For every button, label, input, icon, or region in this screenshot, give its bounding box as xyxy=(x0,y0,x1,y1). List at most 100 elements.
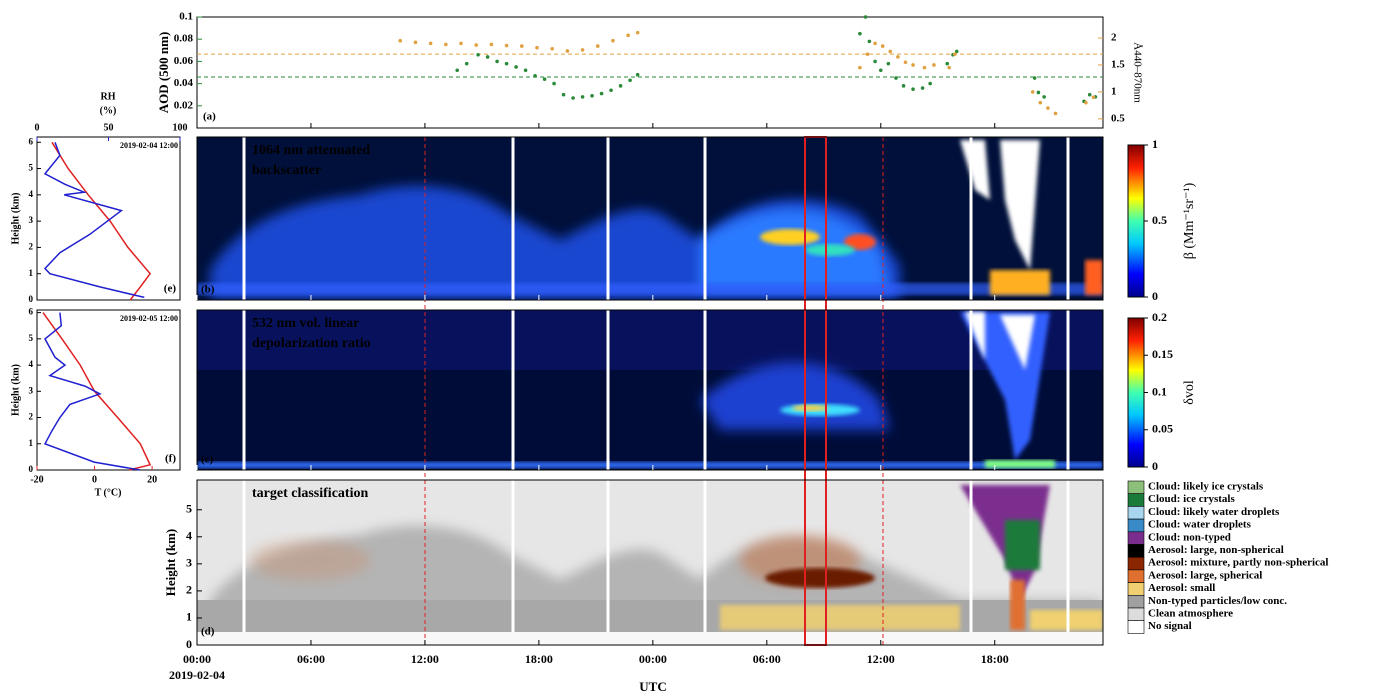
data-point xyxy=(485,55,490,59)
y-tick-label: 0.06 xyxy=(174,55,194,67)
data-point xyxy=(1046,106,1050,110)
data-point xyxy=(920,86,925,90)
y-tick-label: 6 xyxy=(29,307,34,317)
profile-line xyxy=(51,141,152,301)
y-axis-title: AOD (500 nm) xyxy=(156,32,171,114)
legend-label: No signal xyxy=(1148,620,1192,632)
legend-swatch xyxy=(1127,569,1145,583)
legend-swatch xyxy=(1127,582,1145,596)
data-point xyxy=(1036,90,1041,95)
legend-label: Aerosol: large, non-spherical xyxy=(1148,544,1284,556)
data-point xyxy=(550,46,554,51)
x-tick-label: 18:00 xyxy=(981,652,1009,666)
legend-label: Aerosol: mixture, partly non-spherical xyxy=(1148,557,1328,569)
data-point xyxy=(571,96,575,100)
y-tick-label: 4 xyxy=(29,189,34,199)
y-tick-label: 0.02 xyxy=(174,99,194,111)
y-tick-label: 0 xyxy=(186,637,192,651)
y2-axis-title: Å440–870nm xyxy=(1131,42,1143,103)
data-point xyxy=(565,49,570,53)
x-axis-title: UTC xyxy=(639,679,666,694)
data-point xyxy=(580,48,585,52)
data-point xyxy=(1087,92,1092,97)
legend-swatch xyxy=(1127,544,1145,558)
colorbar xyxy=(1127,144,1145,298)
data-point xyxy=(464,61,469,66)
legend-swatch xyxy=(1127,594,1145,609)
panel-title: 532 nm vol. linear xyxy=(252,316,359,331)
y-tick-label: 5 xyxy=(29,163,34,173)
legend-label: Non-typed particles/low conc. xyxy=(1148,595,1287,607)
data-point xyxy=(886,61,891,66)
x-tick-label: 00:00 xyxy=(639,652,667,666)
sounding-time-lines xyxy=(424,137,884,645)
x-tick-label: 12:00 xyxy=(867,652,895,666)
x-tick-label: 06:00 xyxy=(297,652,325,666)
date-label: 2019-02-04 xyxy=(169,668,225,682)
sounding-date: 2019-02-05 12:00 xyxy=(120,314,178,323)
colorbar-tick-label: 0.5 xyxy=(1152,213,1167,227)
colorbar-title: β (Mm⁻¹sr⁻¹) xyxy=(1182,182,1197,259)
panel-title: target classification xyxy=(252,486,368,501)
colorbar-tick-label: 0 xyxy=(1152,289,1158,303)
y2-tick-label: 2 xyxy=(1111,32,1117,44)
data-point xyxy=(1030,90,1035,94)
data-point xyxy=(474,43,479,47)
data-point xyxy=(932,63,936,67)
y-tick-label: 5 xyxy=(29,333,34,343)
x-tick-label: 06:00 xyxy=(753,652,781,666)
colorbar-tick-label: 0.05 xyxy=(1152,422,1173,436)
data-point xyxy=(867,39,872,44)
data-point xyxy=(888,49,893,54)
data-point xyxy=(609,88,613,93)
data-point xyxy=(519,44,524,48)
y-tick-label: 1 xyxy=(29,438,34,448)
data-point xyxy=(1084,100,1088,105)
data-point xyxy=(504,61,509,66)
x-axis-title: T (°C) xyxy=(95,487,122,498)
data-point xyxy=(1053,111,1058,116)
profile-line xyxy=(42,312,152,471)
data-point xyxy=(428,41,433,46)
plot-frame xyxy=(36,309,181,471)
y-tick-label: 0.04 xyxy=(174,77,194,89)
data-point xyxy=(476,52,480,57)
panel-title: depolarization ratio xyxy=(252,336,371,351)
data-point xyxy=(580,95,585,99)
data-point xyxy=(873,59,877,64)
panel-label: (e) xyxy=(164,283,177,295)
legend-swatch xyxy=(1127,480,1145,494)
data-point xyxy=(858,65,862,70)
sounding-date: 2019-02-04 12:00 xyxy=(120,141,178,150)
y-tick-label: 1 xyxy=(29,268,34,278)
y-tick-label: 3 xyxy=(29,385,34,395)
data-point xyxy=(523,68,528,73)
data-point xyxy=(590,94,594,98)
legend-swatch xyxy=(1127,506,1145,520)
x-tick-label: 12:00 xyxy=(411,652,439,666)
x-tick-label: 00:00 xyxy=(183,652,211,666)
x-tick-label: 50 xyxy=(104,122,114,133)
data-point xyxy=(894,76,898,80)
data-point xyxy=(873,41,877,46)
classification-image xyxy=(197,480,1103,645)
colorbar-tick-label: 0 xyxy=(1152,459,1158,473)
x-tick-label: 0 xyxy=(35,122,40,133)
legend-label: Cloud: water droplets xyxy=(1148,519,1252,531)
data-point xyxy=(626,33,630,38)
data-point xyxy=(595,44,600,48)
colorbar-title: δvol xyxy=(1182,380,1197,405)
legend-label: Aerosol: small xyxy=(1148,582,1215,594)
data-point xyxy=(444,42,448,47)
plot-frame xyxy=(196,136,1104,301)
data-point xyxy=(561,92,566,97)
data-point xyxy=(1042,95,1046,99)
y2-tick-label: 0.5 xyxy=(1111,112,1125,124)
x-tick-label: 100 xyxy=(173,122,188,133)
x-tick-label: 0 xyxy=(92,474,97,485)
y2-tick-label: 1.5 xyxy=(1111,58,1125,70)
backscatter-image xyxy=(197,137,1103,300)
y-tick-label: 2 xyxy=(29,241,34,251)
legend-swatch xyxy=(1127,518,1145,533)
legend-swatch xyxy=(1127,493,1145,507)
